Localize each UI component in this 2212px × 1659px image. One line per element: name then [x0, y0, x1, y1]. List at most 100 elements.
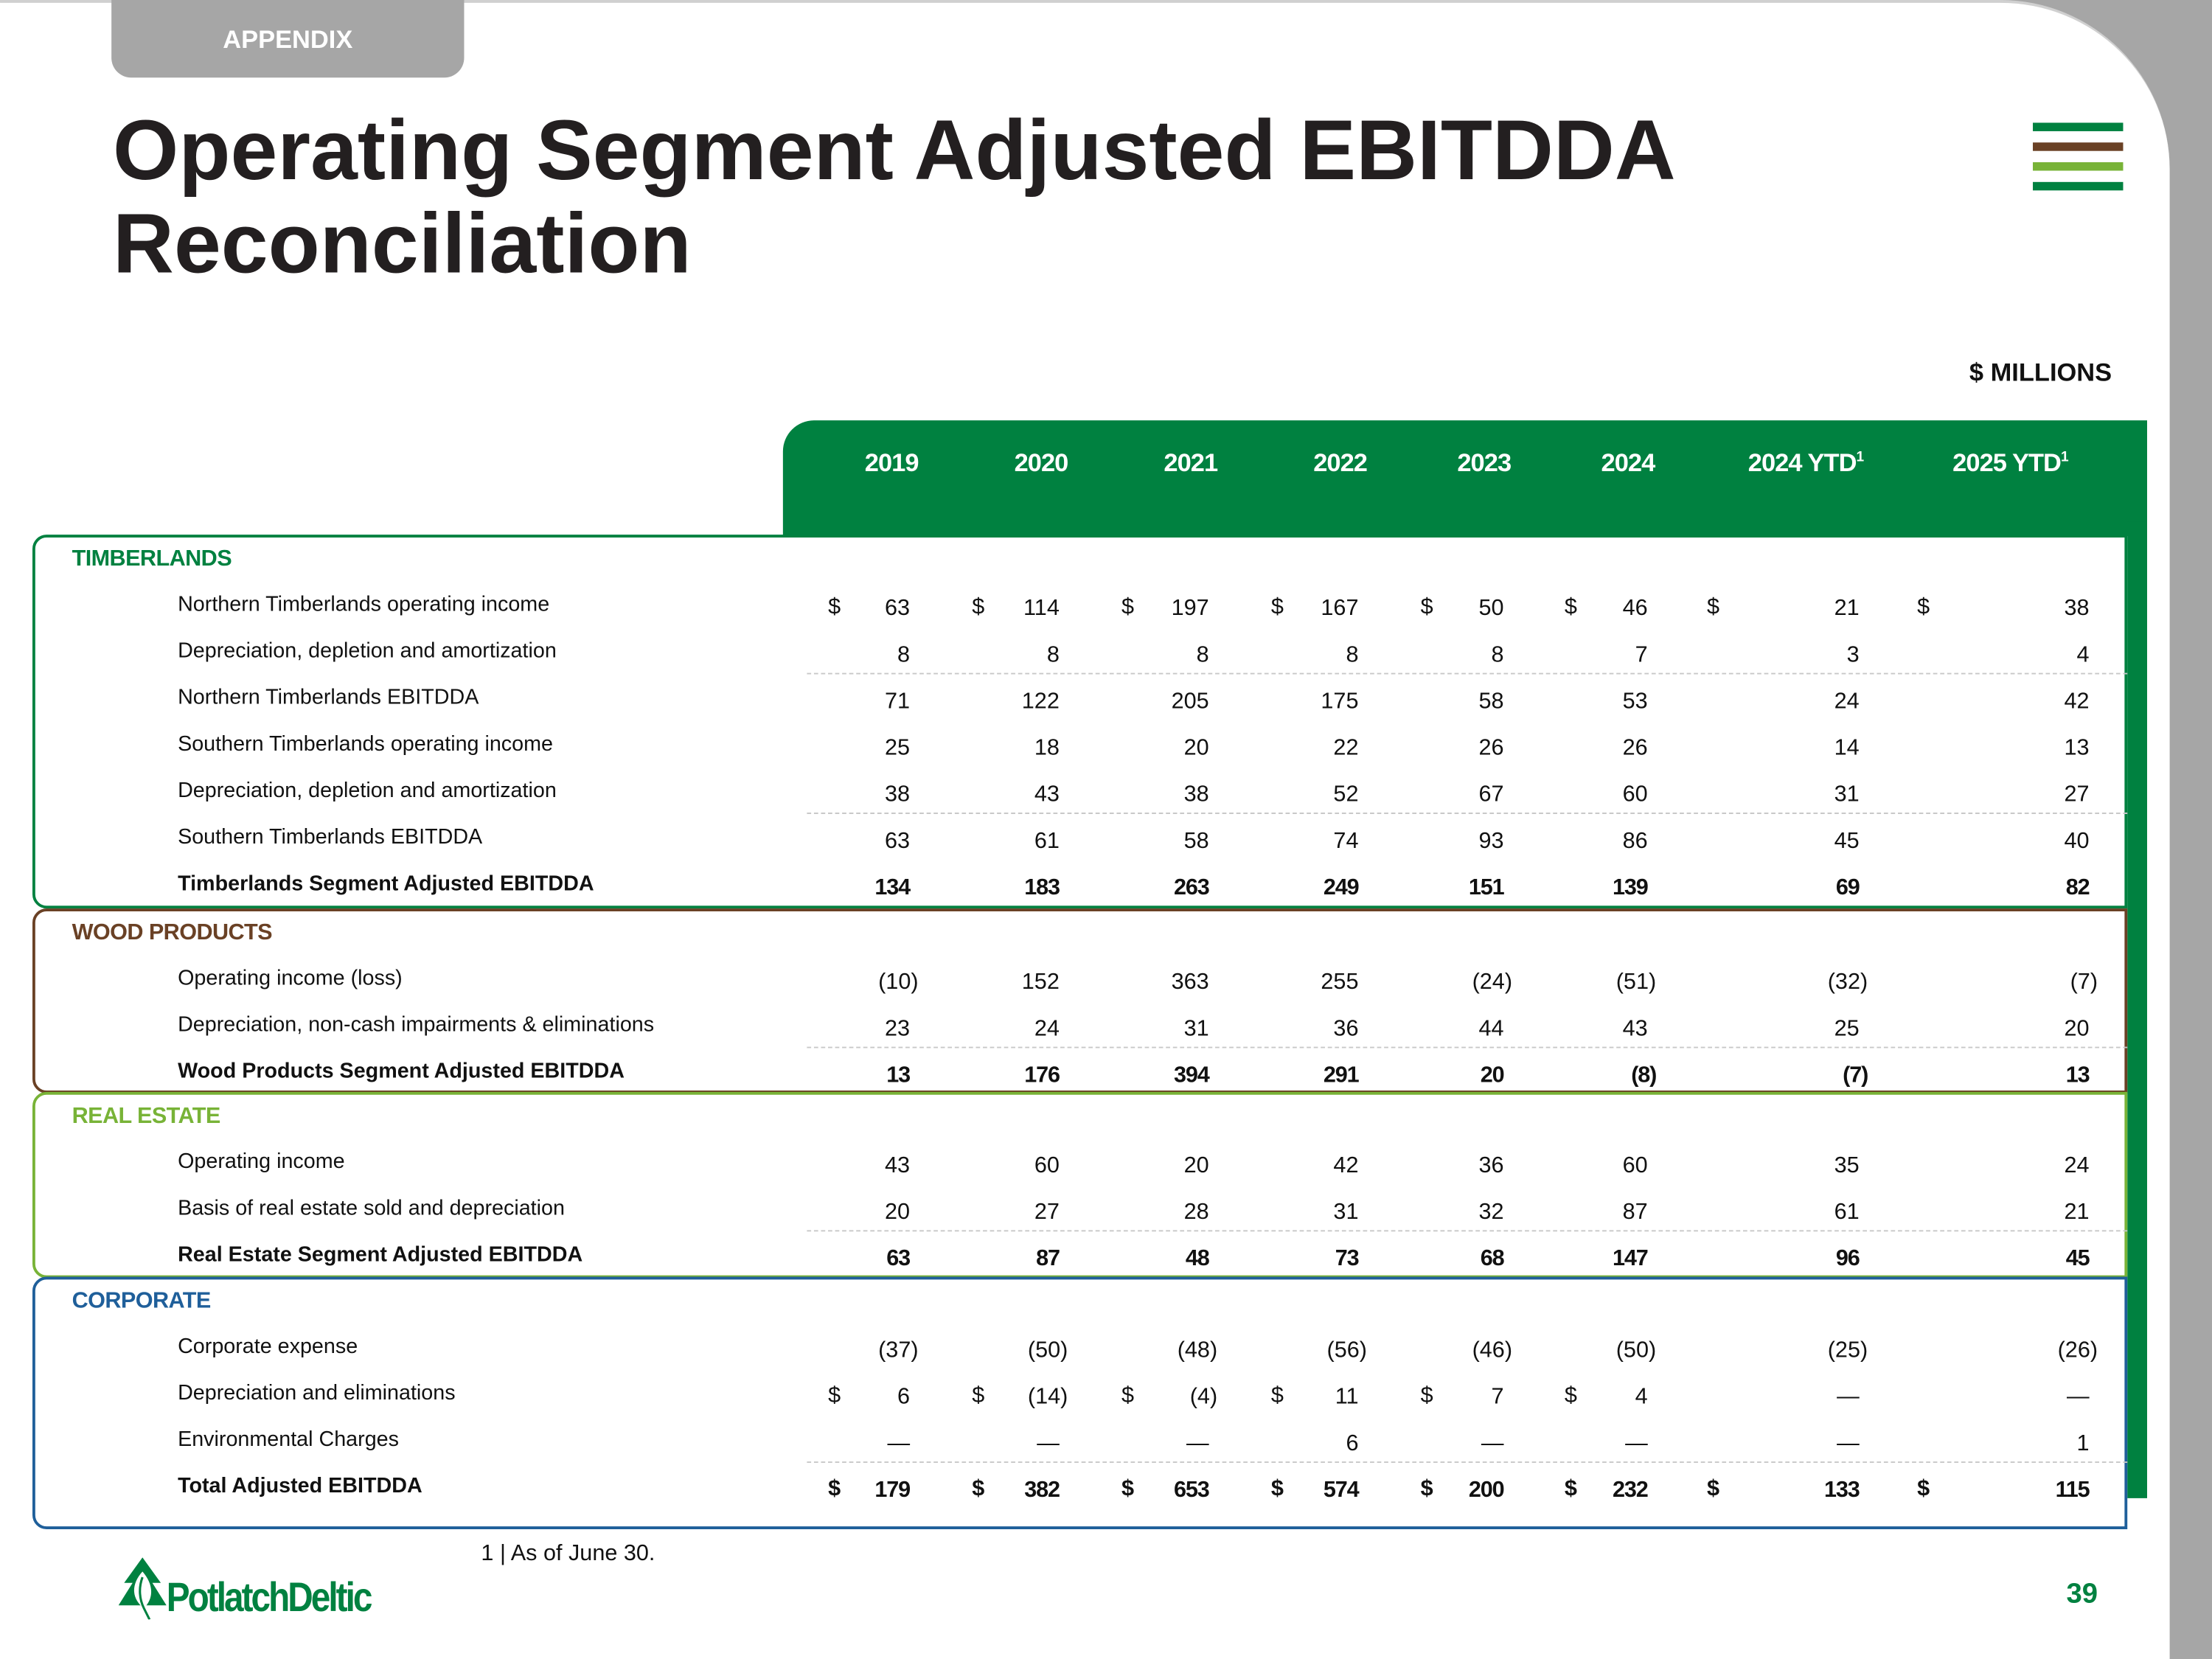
table-cell: 20	[1480, 1063, 1505, 1088]
row-label: Basis of real estate sold and depreciati…	[178, 1196, 565, 1220]
dollar-sign: $	[1420, 1383, 1433, 1408]
table-cell: 45	[1834, 830, 1860, 854]
table-cell: —	[1186, 1431, 1209, 1456]
table-cell: 60	[1622, 1154, 1648, 1178]
table-cell: 394	[1174, 1063, 1210, 1088]
company-logo: PotlatchDeltic	[118, 1557, 404, 1620]
table-cell: 67	[1478, 782, 1504, 807]
row-divider	[807, 1230, 2128, 1232]
column-header-label: 2023	[1457, 448, 1512, 477]
table-cell: 60	[1034, 1154, 1060, 1178]
table-cell: 44	[1478, 1017, 1504, 1041]
table-cell: 24	[1034, 1017, 1060, 1041]
table-cell: 26	[1478, 736, 1504, 761]
table-cell: 653	[1174, 1478, 1210, 1503]
table-cell: (50)	[1615, 1338, 1657, 1363]
table-cell: 25	[885, 736, 911, 761]
row-label: Depreciation, depletion and amortization	[178, 639, 557, 664]
table-cell: (24)	[1472, 970, 1513, 995]
table-cell: 4	[2076, 643, 2090, 667]
table-cell: 42	[1333, 1154, 1359, 1178]
table-cell: 18	[1034, 736, 1060, 761]
table-cell: 3	[1846, 643, 1860, 667]
table-cell: 61	[1034, 830, 1060, 854]
table-cell: 42	[2064, 689, 2090, 714]
row-label: Depreciation, non-cash impairments & eli…	[178, 1012, 655, 1037]
title-line-2: Reconciliation	[113, 195, 692, 291]
column-header: 2024	[1543, 448, 1713, 478]
dollar-sign: $	[1270, 595, 1284, 619]
table-cell: 382	[1024, 1478, 1060, 1503]
table-cell: 35	[1834, 1154, 1860, 1178]
row-label: Corporate expense	[178, 1334, 358, 1359]
table-cell: (8)	[1631, 1063, 1657, 1088]
table-cell: 11	[1335, 1385, 1359, 1410]
table-cell: 38	[1183, 782, 1209, 807]
table-cell: 58	[1183, 830, 1209, 854]
table-cell: 167	[1321, 597, 1359, 621]
table-cell: 8	[1346, 643, 1359, 667]
column-header-label: 2025 YTD	[1952, 448, 2062, 477]
table-cell: 363	[1171, 970, 1209, 995]
table-cell: 28	[1183, 1200, 1209, 1225]
page-number: 39	[2066, 1578, 2098, 1610]
table-cell: 36	[1478, 1154, 1504, 1178]
table-cell: 175	[1321, 689, 1359, 714]
table-cell: (10)	[878, 970, 919, 995]
row-label: Southern Timberlands operating income	[178, 731, 554, 757]
table-cell: 183	[1024, 876, 1060, 900]
dollar-sign: $	[972, 595, 985, 619]
table-cell: —	[1837, 1385, 1860, 1410]
dollar-sign: $	[1564, 1383, 1577, 1408]
section-corporate	[32, 1276, 2128, 1529]
row-label: Southern Timberlands EBITDDA	[178, 825, 483, 849]
dollar-sign: $	[1707, 1477, 1720, 1501]
page-title: Operating Segment Adjusted EBITDDA Recon…	[113, 104, 1676, 291]
column-header: 2021	[1106, 448, 1276, 478]
table-cell: 20	[1183, 736, 1209, 761]
table-cell: 263	[1174, 876, 1210, 900]
table-cell: 58	[1478, 689, 1504, 714]
dollar-sign: $	[1270, 1477, 1284, 1501]
row-label: Operating income	[178, 1150, 345, 1174]
table-cell: 31	[1183, 1017, 1209, 1041]
dollar-sign: $	[1420, 595, 1433, 619]
table-cell: 38	[885, 782, 911, 807]
table-cell: 53	[1622, 689, 1648, 714]
brand-stripes-icon	[2033, 122, 2124, 201]
table-cell: (50)	[1027, 1338, 1068, 1363]
table-cell: 8	[897, 643, 911, 667]
table-cell: 20	[1183, 1154, 1209, 1178]
section-title: REAL ESTATE	[72, 1105, 221, 1129]
column-header-label: 2024 YTD	[1747, 448, 1857, 477]
table-cell: 1	[2076, 1431, 2090, 1456]
table-cell: 13	[2064, 736, 2090, 761]
table-cell: 197	[1171, 597, 1209, 621]
table-cell: 20	[885, 1200, 911, 1225]
dollar-sign: $	[972, 1477, 985, 1501]
table-cell: 69	[1835, 876, 1860, 900]
table-cell: 21	[2064, 1200, 2090, 1225]
table-cell: 13	[886, 1063, 911, 1088]
dollar-sign: $	[828, 595, 841, 619]
table-cell: (14)	[1027, 1385, 1068, 1410]
table-cell: (7)	[1843, 1063, 1868, 1088]
table-cell: 87	[1622, 1200, 1648, 1225]
table-cell: 73	[1335, 1247, 1360, 1271]
table-cell: 200	[1468, 1478, 1505, 1503]
column-header: 2022	[1256, 448, 1425, 478]
table-cell: 32	[1478, 1200, 1504, 1225]
dollar-sign: $	[1917, 595, 1930, 619]
table-cell: 115	[2055, 1478, 2090, 1503]
table-cell: 27	[2064, 782, 2090, 807]
table-cell: —	[1837, 1431, 1860, 1456]
table-cell: 48	[1185, 1247, 1210, 1271]
table-cell: 176	[1024, 1063, 1060, 1088]
table-cell: 36	[1333, 1017, 1359, 1041]
table-cell: 46	[1622, 597, 1648, 621]
table-cell: 255	[1321, 970, 1359, 995]
table-cell: 6	[1346, 1431, 1359, 1456]
column-header: 2019	[807, 448, 976, 478]
table-cell: 50	[1478, 597, 1504, 621]
